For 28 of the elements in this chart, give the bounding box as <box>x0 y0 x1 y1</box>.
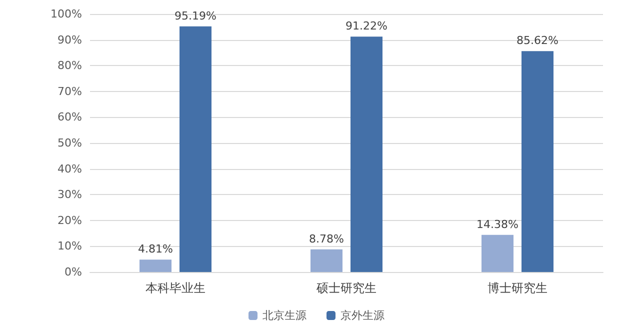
y-tick-label: 70% <box>58 84 82 98</box>
legend-label: 北京生源 <box>262 309 306 322</box>
y-tick-label: 60% <box>58 110 82 124</box>
y-tick-label: 90% <box>58 33 82 46</box>
data-label: 4.81% <box>138 242 173 256</box>
data-label: 14.38% <box>476 218 518 231</box>
bar <box>180 26 212 272</box>
y-tick-label: 30% <box>58 188 82 202</box>
data-label: 95.19% <box>174 9 216 22</box>
y-tick-label: 10% <box>58 240 82 253</box>
data-label: 85.62% <box>516 34 558 48</box>
bar <box>140 260 172 272</box>
data-label: 8.78% <box>309 232 344 246</box>
bar <box>350 36 382 272</box>
x-tick-label: 本科毕业生 <box>146 281 206 295</box>
legend-label: 京外生源 <box>340 309 384 322</box>
y-tick-label: 0% <box>64 266 82 278</box>
y-tick-label: 80% <box>58 59 82 72</box>
bar <box>310 249 342 272</box>
x-tick-label: 硕士研究生 <box>316 281 376 295</box>
y-tick-label: 100% <box>50 8 82 20</box>
y-tick-label: 50% <box>58 136 82 150</box>
bar <box>482 234 514 272</box>
x-tick-label: 博士研究生 <box>488 281 548 295</box>
bar <box>522 51 554 272</box>
y-tick-label: 40% <box>58 162 82 176</box>
data-label: 91.22% <box>346 20 388 33</box>
y-tick-label: 20% <box>58 214 82 227</box>
